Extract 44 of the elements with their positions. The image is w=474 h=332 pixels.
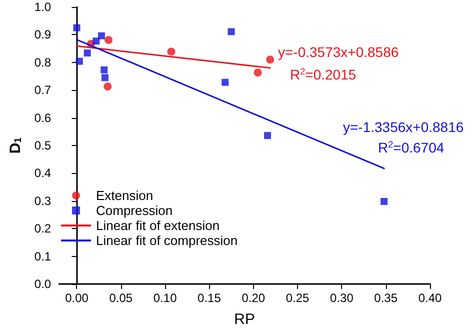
- y-tick-label: 0.7: [34, 83, 52, 98]
- x-tick-label: 0.25: [286, 291, 310, 305]
- y-axis-title: D1: [7, 136, 24, 154]
- y-tick-label: 0.6: [34, 110, 52, 125]
- point: [98, 32, 105, 40]
- x-tick-label: 0.40: [418, 291, 442, 305]
- y-tick-label: 0.4: [34, 166, 52, 180]
- y-tick-label: 0.9: [34, 28, 52, 42]
- y-tick-label: 0.3: [34, 194, 52, 208]
- point: [222, 78, 229, 86]
- y-tick-label: 0.5: [34, 138, 52, 152]
- legend-label: Linear fit of compression: [96, 233, 238, 248]
- point: [104, 82, 112, 90]
- point: [92, 38, 100, 45]
- x-tick-label: 0.05: [109, 291, 133, 305]
- y-tick-label: 0.2: [34, 222, 52, 236]
- y-tick-label: 0.1: [34, 249, 52, 264]
- y-tick-label: 0.0: [34, 277, 52, 291]
- x-tick-label: 0.00: [65, 291, 89, 305]
- legend-label: Extension: [96, 188, 154, 203]
- legend-label: Compression: [96, 203, 173, 218]
- point: [76, 58, 83, 65]
- point: [104, 36, 113, 44]
- point: [266, 56, 274, 64]
- point: [264, 132, 271, 140]
- x-tick-label: 0.10: [153, 291, 178, 305]
- annotation: y=-1.3356x+0.8816: [343, 119, 464, 135]
- point: [254, 68, 262, 77]
- point: [380, 198, 388, 205]
- point: [167, 48, 176, 56]
- point: [102, 74, 109, 82]
- point: [100, 66, 108, 74]
- point: [84, 49, 91, 56]
- annotation: y=-0.3573x+0.8586: [278, 44, 399, 60]
- x-tick-label: 0.15: [198, 291, 222, 305]
- legend-label: Linear fit of extension: [96, 218, 220, 233]
- x-tick-label: 0.35: [374, 291, 398, 305]
- x-tick-label: 0.20: [242, 291, 266, 305]
- y-tick-label: 0.8: [34, 55, 52, 70]
- point: [73, 24, 80, 32]
- x-axis-title: RP: [234, 311, 255, 328]
- point: [228, 28, 235, 36]
- y-tick-label: 1.0: [34, 0, 52, 14]
- x-tick-label: 0.30: [330, 291, 354, 305]
